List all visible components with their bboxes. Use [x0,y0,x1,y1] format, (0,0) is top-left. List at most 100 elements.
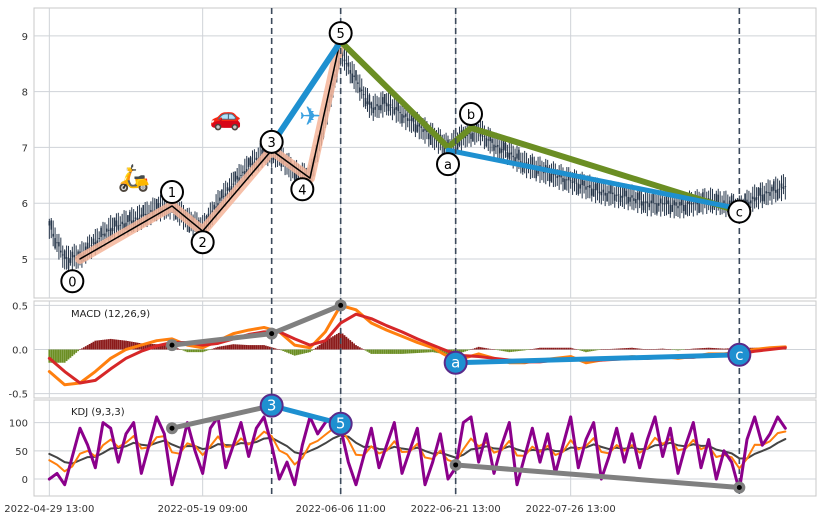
macd-histogram-bar [199,349,202,353]
candle-body [682,204,685,212]
macd-histogram-bar [109,338,112,350]
candle-body [378,105,380,111]
macd-histogram-bar [220,346,223,350]
candle-body [236,175,238,180]
macd-histogram-bar [579,349,582,351]
candle-body [598,191,601,194]
macd-histogram-bar [142,343,145,350]
candle-body [550,173,553,183]
candle-body [224,193,227,196]
candle-body [571,181,574,184]
candle-body [512,155,514,158]
candle-body [238,177,240,183]
candle-body [86,242,89,250]
macd-histogram-bar [196,349,198,353]
candle-body [690,203,693,205]
candle-body [357,82,359,84]
macd-histogram-bar [289,349,292,355]
macd-histogram-bar [50,349,53,363]
macd-histogram-bar [67,349,70,360]
macd-histogram-bar [481,347,484,350]
wave-label-circle [190,230,215,255]
candle-body [213,204,215,210]
macd-histogram-bar [184,349,187,352]
macd-histogram-bar [374,349,377,354]
candle-body [142,204,145,217]
macd-histogram-bar [464,349,467,352]
macd-histogram-bar [201,349,204,353]
macd-histogram-bar [679,349,681,351]
candle-body [650,200,652,204]
candle-body [782,187,785,190]
candle-body [671,204,674,212]
candle-body [470,133,472,139]
candle-body [94,242,97,247]
macd-histogram-bar [581,349,584,352]
candle-body [500,148,503,153]
candle-body [351,73,353,84]
macd-histogram-bar [322,342,325,350]
candle-body [136,218,139,221]
macd-histogram-bar [472,348,474,350]
candle-body [479,132,482,137]
macd-histogram-bar [282,349,285,352]
candle-body [506,151,509,158]
kdj-divergence-label-circle [259,393,284,418]
macd-histogram-bar [721,348,723,350]
candle-body [535,168,537,179]
candle-body [573,177,576,183]
candle-body [485,137,488,147]
macd-histogram-bar [299,349,302,355]
candle-body [422,129,424,132]
candle-body [751,196,754,200]
macd-histogram-bar [311,349,313,351]
macd-histogram-bar [236,344,239,350]
macd-histogram-bar [598,349,601,350]
candle-body [543,171,545,174]
macd-histogram-bar [378,349,380,354]
candle-body [778,188,781,190]
macd-histogram-bar [592,349,595,351]
macd-histogram-bar [318,344,321,350]
candle-body [134,217,137,220]
wave-label-circle [160,180,184,205]
candle-body [129,211,131,222]
macd-histogram-bar [408,349,411,354]
macd-histogram-bar [48,349,51,363]
kdj-divergence-dot-center [169,425,175,431]
macd-histogram-bar [569,347,572,350]
macd-histogram-bar [383,349,386,354]
macd-histogram-bar [232,344,235,350]
candle-body [677,205,679,209]
macd-histogram-bar [358,347,361,350]
macd-histogram-bar [100,340,102,350]
macd-histogram-bar [629,347,631,350]
macd-histogram-bar [125,340,127,350]
macd-histogram-bar [713,348,716,350]
macd-histogram-bar [326,339,329,350]
macd-histogram-bar [642,349,645,350]
macd-histogram-bar [92,341,95,350]
macd-histogram-bar [163,345,166,350]
macd-histogram-bar [351,341,354,350]
macd-histogram-bar [335,334,338,350]
candle-body [393,108,396,114]
macd-histogram-bar [715,348,718,350]
candle-body [692,203,695,205]
macd-histogram-bar [458,349,461,353]
macd-histogram-bar [215,347,217,350]
macd-histogram-bar [544,347,547,350]
kdj-divergence-line [453,462,742,491]
macd-histogram-bar [362,349,365,350]
macd-histogram-bar [475,347,478,350]
candle-body [771,186,773,192]
macd-histogram-bar [226,345,229,350]
candle-body [510,152,513,155]
candle-body [696,202,698,205]
candle-body [483,135,486,138]
candle-body [84,246,87,251]
macd-histogram-bar [703,347,706,350]
macd-histogram-bar [512,349,515,352]
macd-histogram-bar [123,340,125,350]
correction-line-green [337,38,743,215]
